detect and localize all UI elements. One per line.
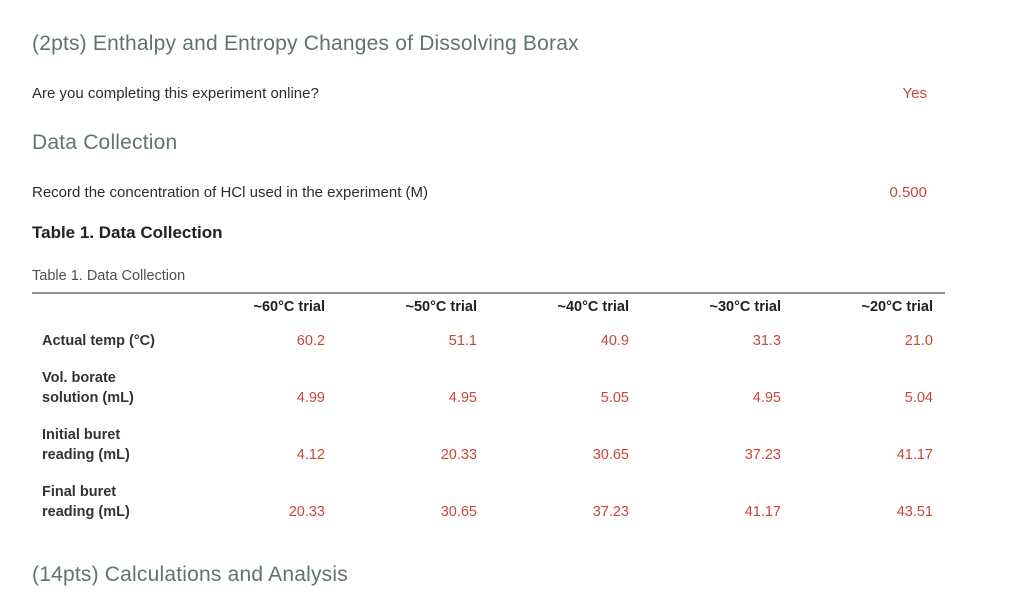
cell-value[interactable]: 20.33 bbox=[288, 504, 325, 520]
cell-value[interactable]: 31.3 bbox=[752, 333, 781, 349]
table-row-actual-temp: Actual temp (°C) 60.2 51.1 40.9 31.3 21.… bbox=[32, 316, 945, 353]
table1-header-row: ~60°C trial ~50°C trial ~40°C trial ~30°… bbox=[32, 293, 945, 316]
cell-value[interactable]: 5.04 bbox=[904, 390, 933, 406]
table1-col-40c: ~40°C trial bbox=[557, 299, 630, 315]
row-label-vol-borate: Vol. borate solution (mL) bbox=[42, 370, 134, 406]
table1-col-30c: ~30°C trial bbox=[709, 299, 782, 315]
table1-col-50c: ~50°C trial bbox=[405, 299, 478, 315]
cell-value[interactable]: 20.33 bbox=[440, 447, 477, 463]
cell-value[interactable]: 4.12 bbox=[296, 447, 325, 463]
cell-value[interactable]: 51.1 bbox=[448, 333, 477, 349]
experiment-title: (2pts) Enthalpy and Entropy Changes of D… bbox=[32, 32, 579, 55]
section-heading-calculations: (14pts) Calculations and Analysis bbox=[32, 563, 348, 586]
cell-value[interactable]: 37.23 bbox=[744, 447, 781, 463]
cell-value[interactable]: 4.95 bbox=[448, 390, 477, 406]
table1-caption: Table 1. Data Collection bbox=[32, 268, 186, 284]
question-hcl-row: Record the concentration of HCl used in … bbox=[32, 184, 945, 202]
table1-heading: Table 1. Data Collection bbox=[32, 223, 223, 242]
cell-value[interactable]: 43.51 bbox=[896, 504, 933, 520]
table1-data-collection: ~60°C trial ~50°C trial ~40°C trial ~30°… bbox=[32, 292, 945, 524]
cell-value[interactable]: 37.23 bbox=[592, 504, 629, 520]
cell-value[interactable]: 21.0 bbox=[904, 333, 933, 349]
cell-value[interactable]: 40.9 bbox=[600, 333, 629, 349]
table-row-vol-borate: Vol. borate solution (mL) 4.99 4.95 5.05… bbox=[32, 353, 945, 410]
cell-value[interactable]: 4.95 bbox=[752, 390, 781, 406]
cell-value[interactable]: 30.65 bbox=[440, 504, 477, 520]
table-row-initial-buret: Initial buret reading (mL) 4.12 20.33 30… bbox=[32, 410, 945, 467]
table1-col-60c: ~60°C trial bbox=[253, 299, 326, 315]
table-row-final-buret: Final buret reading (mL) 20.33 30.65 37.… bbox=[32, 467, 945, 524]
cell-value[interactable]: 30.65 bbox=[592, 447, 629, 463]
cell-value[interactable]: 4.99 bbox=[296, 390, 325, 406]
cell-value[interactable]: 41.17 bbox=[744, 504, 781, 520]
cell-value[interactable]: 5.05 bbox=[600, 390, 629, 406]
cell-value[interactable]: 41.17 bbox=[896, 447, 933, 463]
question-online-row: Are you completing this experiment onlin… bbox=[32, 85, 945, 103]
question-online-answer[interactable]: Yes bbox=[902, 85, 927, 102]
row-label-initial-buret: Initial buret reading (mL) bbox=[42, 427, 130, 463]
question-hcl-prompt: Record the concentration of HCl used in … bbox=[32, 184, 429, 201]
table1-col-20c: ~20°C trial bbox=[861, 299, 934, 315]
report-page: (2pts) Enthalpy and Entropy Changes of D… bbox=[32, 32, 945, 586]
cell-value[interactable]: 60.2 bbox=[296, 333, 325, 349]
row-label-final-buret: Final buret reading (mL) bbox=[42, 484, 130, 520]
section-heading-data-collection: Data Collection bbox=[32, 131, 178, 154]
table1-corner-cell bbox=[32, 293, 185, 316]
question-hcl-answer[interactable]: 0.500 bbox=[889, 184, 927, 201]
row-label-actual-temp: Actual temp (°C) bbox=[42, 333, 155, 349]
question-online-prompt: Are you completing this experiment onlin… bbox=[32, 85, 319, 102]
